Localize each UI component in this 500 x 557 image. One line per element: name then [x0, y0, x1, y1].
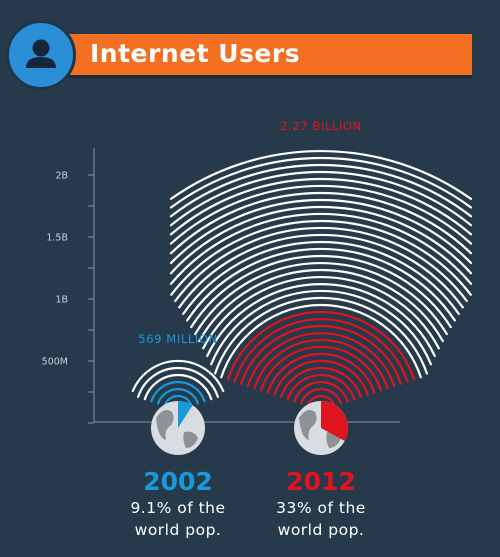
- bar-arc: [169, 184, 473, 245]
- bar-arc: [169, 212, 473, 285]
- caption-2002-line2: world pop.: [134, 521, 222, 539]
- bar-arc: [286, 373, 356, 401]
- bar-arc: [163, 394, 193, 407]
- bar-arc: [300, 388, 342, 405]
- bar-arc: [260, 345, 382, 392]
- bar-arc: [266, 352, 376, 394]
- bar-arc: [214, 296, 428, 375]
- bar-arc: [157, 388, 199, 405]
- y-tick-label: 500M: [42, 357, 68, 368]
- bar-arc: [169, 191, 473, 255]
- bar-arc: [169, 156, 473, 209]
- user-icon: [26, 39, 56, 68]
- bar-arc: [169, 198, 473, 265]
- bar-arc: [293, 380, 349, 403]
- bar-arc: [253, 338, 389, 390]
- bar-arc: [220, 303, 422, 379]
- bar-arc: [174, 226, 468, 303]
- page-title: Internet Users: [90, 39, 301, 68]
- avatar: [6, 20, 76, 90]
- bar-arc: [233, 318, 409, 383]
- year-label-2002: 2002: [143, 467, 213, 496]
- y-tick-label: 2B: [55, 171, 68, 182]
- caption-2002-line1: 9.1% of the: [130, 499, 226, 517]
- value-label: 569 MILLION: [138, 332, 217, 346]
- bar-arc: [206, 283, 436, 358]
- bar-arc: [226, 310, 416, 381]
- bar-arc: [131, 359, 225, 393]
- bar-arc: [169, 163, 473, 218]
- bar-arc: [246, 332, 396, 388]
- bar-arc: [240, 324, 402, 385]
- title-banner: Internet Users: [64, 34, 472, 75]
- year-label-2012: 2012: [286, 467, 356, 496]
- caption-2012-line2: world pop.: [277, 521, 365, 539]
- bar-arc: [169, 149, 473, 200]
- caption-2012-line1: 33% of the: [276, 499, 366, 517]
- share-wedge: [178, 401, 193, 428]
- bar-arc: [150, 380, 206, 403]
- bar-arc: [170, 219, 472, 296]
- bar-arc: [182, 240, 460, 315]
- bar-arc: [194, 261, 448, 336]
- bar-arc: [210, 289, 432, 366]
- bar-arc: [178, 233, 464, 309]
- y-tick-label: 1.5B: [46, 233, 68, 244]
- bar-arc: [280, 366, 362, 398]
- share-wedge: [321, 400, 349, 441]
- bar-arc: [169, 177, 473, 236]
- value-label: 2.27 BILLION: [280, 119, 362, 133]
- y-tick-label: 1B: [55, 295, 68, 306]
- bar-arc: [306, 394, 336, 407]
- bar-arc: [190, 254, 452, 329]
- bar-arc: [143, 373, 213, 401]
- bar-arc: [169, 170, 473, 227]
- bar-arc: [198, 268, 444, 343]
- globe-land-shape: [183, 431, 198, 448]
- globe-land-shape: [299, 410, 317, 440]
- bar-arc: [202, 276, 440, 350]
- bar-arc: [273, 359, 369, 396]
- bar-arc: [137, 366, 219, 398]
- bar-arc: [169, 205, 473, 275]
- globe-land-shape: [156, 410, 174, 440]
- bar-arc: [186, 247, 456, 322]
